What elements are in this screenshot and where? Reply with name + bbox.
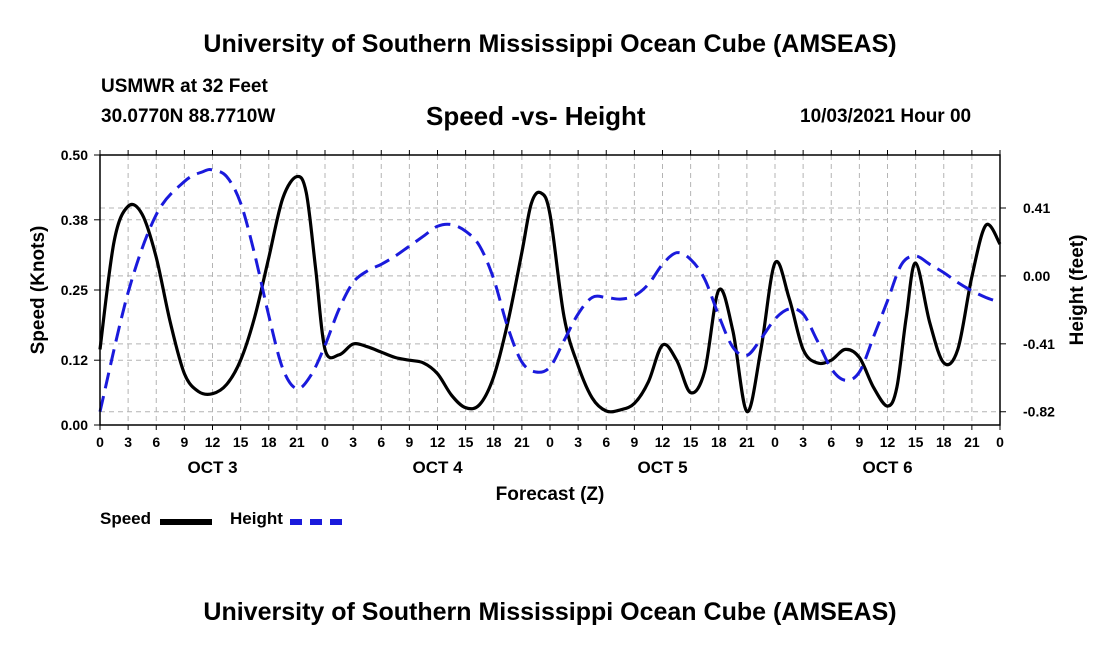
x-tick-label: 12 [205, 434, 221, 450]
x-day-label: OCT 6 [862, 458, 912, 477]
x-tick-label: 12 [655, 434, 671, 450]
x-axis-title: Forecast (Z) [496, 484, 605, 505]
x-day-label: OCT 3 [187, 458, 237, 477]
x-tick-label: 18 [711, 434, 727, 450]
x-tick-label: 0 [771, 434, 779, 450]
y-tick-label: 0.38 [61, 212, 88, 228]
x-tick-label: 21 [739, 434, 755, 450]
y-axis-title: Speed (Knots) [28, 226, 49, 355]
y2-axis-title: Height (feet) [1067, 235, 1088, 346]
legend-speed-label: Speed [100, 509, 152, 528]
x-tick-label: 6 [377, 434, 385, 450]
forecast-date: 10/03/2021 Hour 00 [800, 106, 972, 127]
x-tick-label: 18 [486, 434, 502, 450]
x-tick-label: 9 [855, 434, 863, 450]
height-series-line [98, 168, 1001, 413]
x-tick-label: 15 [233, 434, 249, 450]
x-tick-label: 9 [405, 434, 413, 450]
grid [99, 154, 1001, 426]
main-title: University of Southern Mississippi Ocean… [203, 30, 897, 58]
y2-tick-label: 0.00 [1023, 268, 1050, 284]
y-tick-label: 0.25 [61, 282, 88, 298]
x-tick-label: 3 [124, 434, 132, 450]
legend-height-swatch [290, 519, 342, 525]
footer-title: University of Southern Mississippi Ocean… [203, 598, 897, 626]
speed-series-line [98, 174, 1002, 414]
y2-tick-label: 0.41 [1023, 200, 1050, 216]
legend-height-label: Height [230, 509, 283, 528]
x-tick-label: 6 [827, 434, 835, 450]
x-tick-label: 3 [799, 434, 807, 450]
x-tick-label: 12 [880, 434, 896, 450]
y-tick-label: 0.12 [61, 352, 88, 368]
x-tick-label: 21 [289, 434, 305, 450]
x-tick-label: 12 [430, 434, 446, 450]
x-tick-label: 21 [514, 434, 530, 450]
x-tick-label: 6 [152, 434, 160, 450]
y-tick-label: 0.50 [61, 147, 88, 163]
x-tick-label: 3 [349, 434, 357, 450]
x-tick-label: 0 [96, 434, 104, 450]
x-tick-label: 21 [964, 434, 980, 450]
x-tick-label: 9 [180, 434, 188, 450]
x-tick-label: 6 [602, 434, 610, 450]
x-tick-label: 0 [321, 434, 329, 450]
x-tick-label: 3 [574, 434, 582, 450]
x-day-label: OCT 4 [412, 458, 463, 477]
x-tick-label: 18 [936, 434, 952, 450]
x-tick-label: 18 [261, 434, 277, 450]
x-day-label: OCT 5 [637, 458, 687, 477]
chart-title: Speed -vs- Height [426, 101, 646, 131]
x-tick-label: 9 [630, 434, 638, 450]
series-layer [98, 168, 1002, 414]
station-name: USMWR at 32 Feet [101, 76, 268, 97]
x-tick-label: 15 [683, 434, 699, 450]
y-tick-label: 0.00 [61, 417, 88, 433]
station-coordinates: 30.0770N 88.7710W [101, 106, 276, 127]
legend-speed-swatch [160, 519, 212, 525]
axis-ticks: 0 3 6 9 12 15 18 21 0 3 6 9 12 15 18 21 0 3 6 9 12 15 18 21 0 3 6 9… [61, 147, 1055, 477]
x-tick-label: 0 [996, 434, 1004, 450]
x-tick-label: 0 [546, 434, 554, 450]
x-tick-label: 15 [458, 434, 474, 450]
y2-tick-label: -0.41 [1023, 336, 1055, 352]
y2-tick-label: -0.82 [1023, 404, 1055, 420]
x-tick-label: 15 [908, 434, 924, 450]
